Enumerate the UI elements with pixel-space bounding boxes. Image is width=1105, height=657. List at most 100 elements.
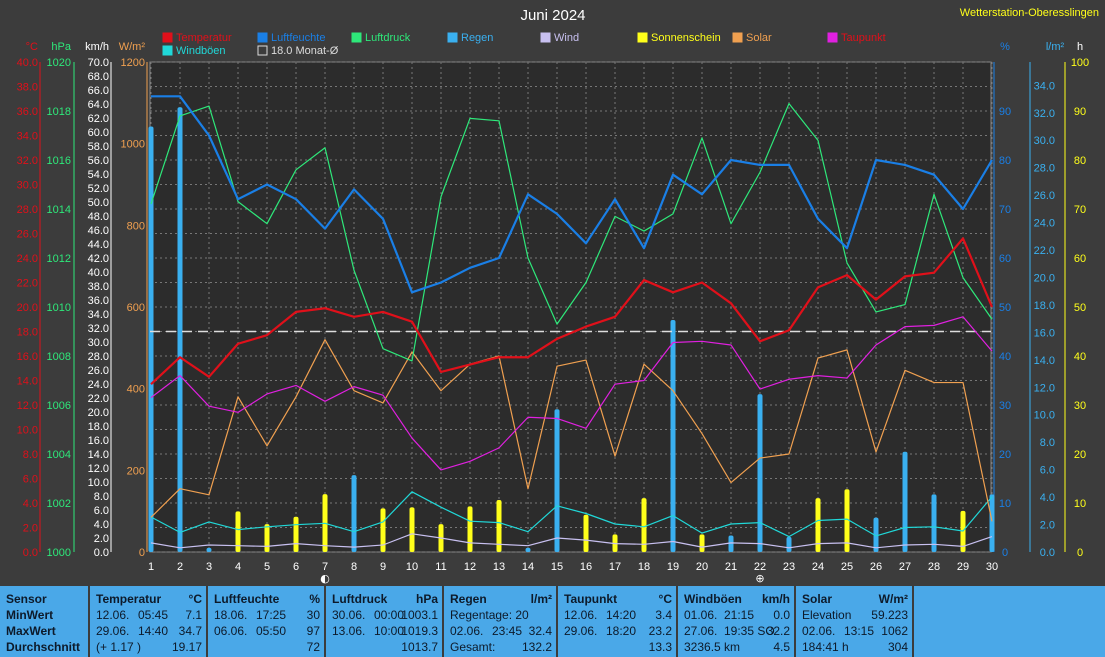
line-taupunkt: [150, 316, 993, 471]
tick-label-wind: 14.0: [88, 449, 109, 461]
tick-label-wind: 30.0: [88, 337, 109, 349]
bar-sonnenschein: [467, 506, 473, 552]
tick-label-temp: 10.0: [17, 425, 38, 437]
stats-column-title: Solar: [802, 592, 833, 606]
tick-label-rain: 28.0: [1034, 163, 1055, 175]
tick-label-rain: 26.0: [1034, 190, 1055, 202]
tick-label-humidity: 30: [999, 400, 1011, 412]
x-tick-label: 11: [435, 561, 446, 573]
tick-label-wind: 24.0: [88, 379, 109, 391]
tick-label-wind: 8.0: [94, 491, 109, 503]
bar-regen: [873, 517, 879, 552]
stats-cell: Durchschnitt: [6, 640, 81, 654]
tick-label-wind: 60.0: [88, 127, 109, 139]
stats-column-unit: km/h: [761, 592, 790, 606]
tick-label-pressure: 1006: [47, 400, 71, 412]
bar-sonnenschein: [815, 498, 821, 552]
legend-label-5: Sonnenschein: [651, 32, 721, 44]
tick-label-rain: 24.0: [1034, 218, 1055, 230]
x-tick-label: 14: [522, 561, 534, 573]
bar-regen: [989, 494, 995, 552]
x-tick-label: 18: [638, 561, 650, 573]
stats-cell: 05:50: [256, 624, 287, 638]
stats-cell: 02.06.: [802, 624, 836, 638]
stats-column-6: Windböen km/h 01.06. 21:15 0.0 27.06. 19:35 SO…: [678, 586, 794, 657]
tick-label-sun: 90: [1074, 106, 1086, 118]
tick-label-sun: 50: [1074, 302, 1086, 314]
stats-cell: 10:00: [374, 624, 405, 638]
legend-swatch-3: [447, 32, 458, 43]
legend-swatch-0: [162, 32, 173, 43]
stats-cell: 13.06.: [332, 624, 366, 638]
stats-column-4: Regen l/m² Regentage: 20 02.06. 23:45 32.4 Ges…: [444, 586, 556, 657]
axis-label-pressure: hPa: [51, 41, 71, 53]
stats-cell-value: 0.0: [773, 608, 790, 622]
tick-label-humidity: 0: [1002, 547, 1008, 559]
tick-label-wind: 54.0: [88, 169, 109, 181]
legend-swatch-5: [637, 32, 648, 43]
tick-label-temp: 28.0: [17, 204, 38, 216]
tick-label-sun: 0: [1077, 547, 1083, 559]
bar-regen: [554, 409, 560, 552]
tick-label-wind: 12.0: [88, 463, 109, 475]
stats-column-3: Luftdruck hPa 30.06. 00:00 1003.1 13.06. 10:00…: [326, 586, 442, 657]
tick-label-humidity: 60: [999, 253, 1011, 265]
legend-swatch-6: [732, 32, 743, 43]
x-tick-label: 25: [841, 561, 853, 573]
stats-cell-value: 59.223: [871, 608, 908, 622]
stats-cell-value: 3.4: [655, 608, 672, 622]
bar-regen: [931, 494, 937, 552]
bar-regen: [206, 547, 212, 552]
tick-label-humidity: 20: [999, 449, 1011, 461]
legend-label-3: Regen: [461, 32, 493, 44]
tick-label-humidity: 50: [999, 302, 1011, 314]
stats-cell: 05:45: [138, 608, 169, 622]
tick-label-temp: 20.0: [17, 302, 38, 314]
axis-label-temp: °C: [26, 41, 38, 53]
tick-label-wind: 4.0: [94, 519, 109, 531]
stats-cell-value: 1062: [881, 624, 908, 638]
tick-label-wind: 6.0: [94, 505, 109, 517]
x-tick-label: 12: [464, 561, 476, 573]
tick-label-wind: 34.0: [88, 309, 109, 321]
stats-cell: 12.06.: [564, 608, 598, 622]
tick-label-pressure: 1018: [47, 106, 71, 118]
tick-label-rain: 34.0: [1034, 80, 1055, 92]
tick-label-wind: 56.0: [88, 155, 109, 167]
stats-cell-value: 30: [306, 608, 320, 622]
bar-sonnenschein: [844, 489, 850, 552]
tick-label-wind: 58.0: [88, 141, 109, 153]
tick-label-solar: 400: [127, 384, 145, 396]
stats-cell: MinWert: [6, 608, 54, 622]
grid-lines: [150, 61, 993, 553]
tick-label-pressure: 1002: [47, 498, 71, 510]
tick-label-sun: 70: [1074, 204, 1086, 216]
x-tick-label: 9: [380, 561, 386, 573]
tick-label-sun: 80: [1074, 155, 1086, 167]
stats-cell-value: 13.3: [648, 640, 672, 654]
tick-label-rain: 2.0: [1040, 520, 1055, 532]
bar-sonnenschein: [264, 524, 270, 552]
tick-label-wind: 32.0: [88, 323, 109, 335]
line-wind: [150, 533, 993, 549]
stats-cell-value: 132.2: [521, 640, 552, 654]
tick-label-temp: 22.0: [17, 278, 38, 290]
tick-label-wind: 26.0: [88, 365, 109, 377]
bar-sonnenschein: [496, 500, 502, 552]
stats-column-7: Solar W/m² Elevation 59.223 02.06. 13:15 1062 1…: [796, 586, 912, 657]
tick-label-wind: 44.0: [88, 239, 109, 251]
tick-label-pressure: 1016: [47, 155, 71, 167]
legend-label-9: 18.0 Monat-Ø: [271, 45, 339, 57]
axis-label-humidity: %: [1000, 41, 1010, 53]
stats-cell: 21:15: [724, 608, 755, 622]
legend: Temperatur Luftfeuchte Luftdruck Regen Wind S…: [162, 32, 886, 57]
x-tick-label: 4: [235, 561, 241, 573]
legend-swatch-8: [162, 45, 173, 56]
bar-sonnenschein: [641, 498, 647, 552]
tick-label-wind: 16.0: [88, 435, 109, 447]
stats-cell: MaxWert: [6, 624, 56, 638]
line-luftfeuchte: [151, 95, 993, 294]
tick-label-rain: 18.0: [1034, 300, 1055, 312]
stats-cell: (+ 1.17 ): [96, 640, 142, 654]
bar-regen: [351, 475, 357, 552]
